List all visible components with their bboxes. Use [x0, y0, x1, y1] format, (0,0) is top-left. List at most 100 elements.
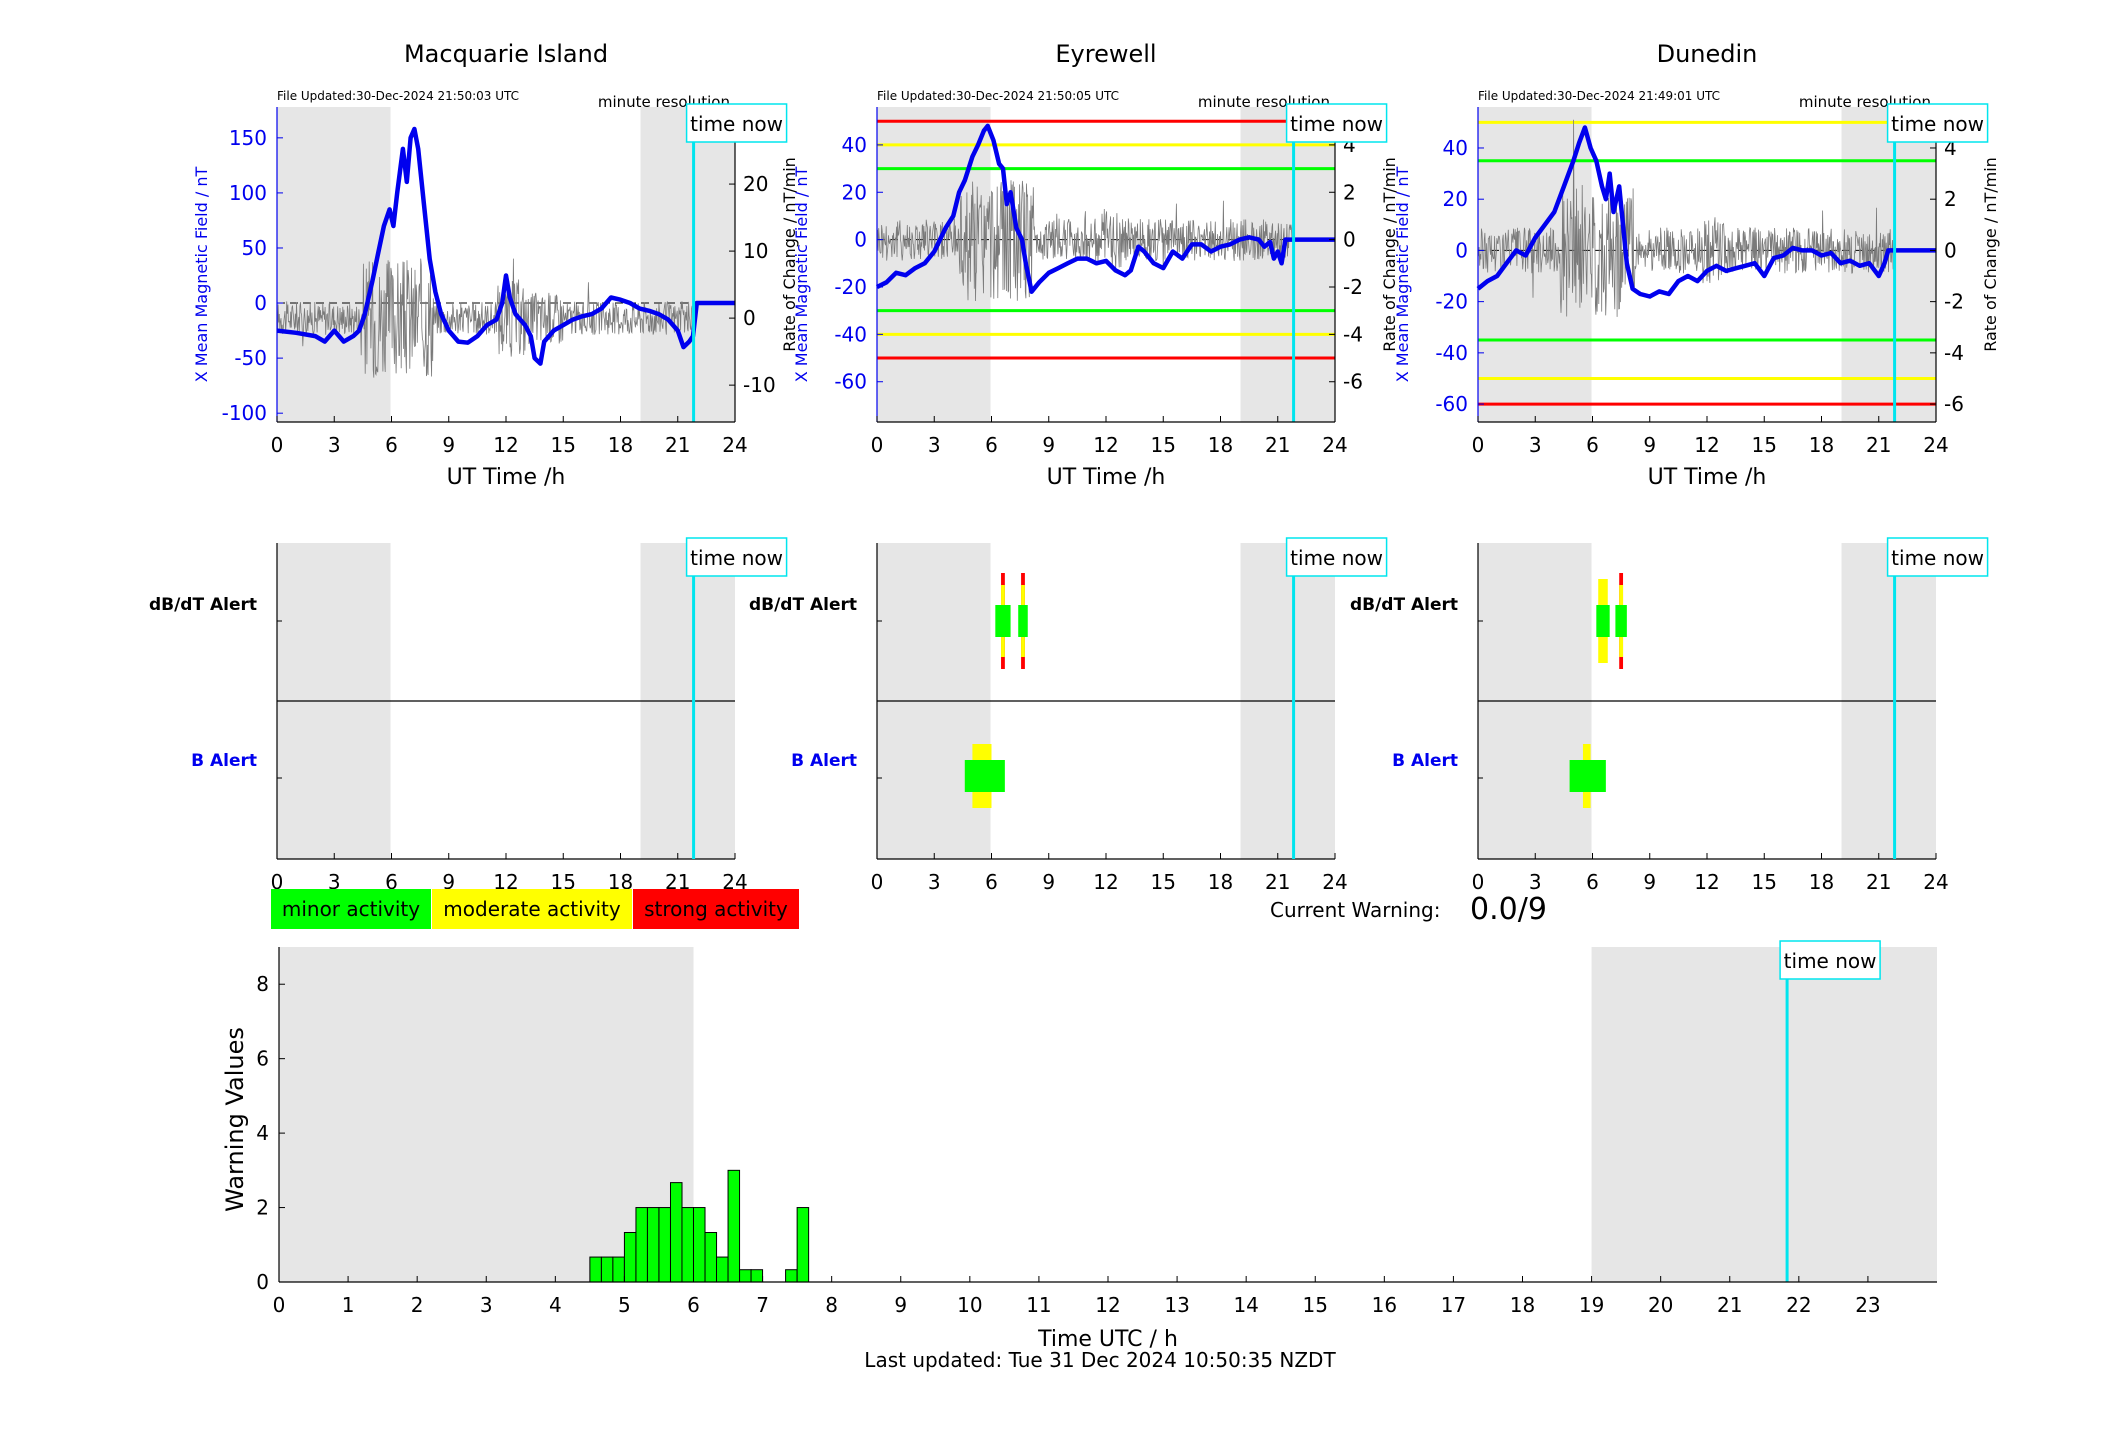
x-tick-label: 24 — [1322, 433, 1347, 457]
station-title: Macquarie Island — [404, 40, 608, 68]
warning-bar — [796, 1207, 810, 1283]
alert-panel-1 — [876, 543, 1336, 860]
y-tick-label-right: -6 — [1343, 370, 1363, 394]
warning-bar — [612, 1256, 625, 1283]
x-tick-label: 10 — [957, 1293, 982, 1317]
time-now-box — [1779, 940, 1881, 980]
current-warning-value: 0.0/9 — [1470, 892, 1547, 927]
warning-bar — [750, 1269, 764, 1283]
last-updated: Last updated: Tue 31 Dec 2024 10:50:35 N… — [864, 1348, 1336, 1372]
x-tick-label: 21 — [665, 433, 690, 457]
x-tick-label: 1 — [342, 1293, 355, 1317]
file-updated: File Updated:30-Dec-2024 21:50:03 UTC — [277, 89, 519, 103]
legend-label: strong activity — [644, 897, 788, 921]
warning-chart — [278, 947, 1937, 1283]
y-tick-label-left: 0 — [854, 228, 867, 252]
rate-of-change-trace — [276, 258, 693, 378]
time-now-label: time now — [1891, 112, 1984, 136]
x-tick-label: 3 — [928, 433, 941, 457]
x-axis-label: UT Time /h — [447, 465, 566, 490]
x-tick-label: 9 — [1643, 433, 1656, 457]
alert-x-tick-label: 6 — [985, 870, 998, 894]
y-axis-label-left: X Mean Magnetic Field / nT — [192, 167, 211, 383]
y-tick-label-right: 2 — [1944, 187, 1957, 211]
warning-bar — [646, 1207, 660, 1283]
time-now-tag: time now — [1285, 103, 1388, 143]
x-field-line — [276, 126, 735, 366]
x-tick-label: 2 — [411, 1293, 424, 1317]
y-axis-label: Warning Values — [221, 1027, 249, 1212]
time-now-label: time now — [1290, 112, 1383, 136]
x-tick-label: 0 — [271, 433, 284, 457]
x-tick-label: 19 — [1579, 1293, 1604, 1317]
alert-x-tick-label: 18 — [1208, 870, 1233, 894]
y-tick-label: 4 — [256, 1121, 269, 1145]
x-tick-label: 18 — [1510, 1293, 1535, 1317]
b-alert-label: B Alert — [191, 751, 257, 771]
y-tick-label: 2 — [256, 1196, 269, 1220]
b-alert-label: B Alert — [1392, 751, 1458, 771]
x-tick-label: 15 — [1752, 433, 1777, 457]
x-tick-label: 6 — [985, 433, 998, 457]
x-tick-label: 8 — [825, 1293, 838, 1317]
time-now-label: time now — [1290, 546, 1383, 570]
time-now-tag: time now — [685, 103, 788, 143]
x-tick-label: 21 — [1717, 1293, 1742, 1317]
y-tick-label-right: 0 — [743, 306, 756, 330]
alert-x-tick-label: 18 — [1809, 870, 1834, 894]
alert-x-tick-label: 9 — [1042, 870, 1055, 894]
y-axis-label-right: Rate of Change / nT/min — [780, 157, 799, 352]
x-tick-label: 3 — [1529, 433, 1542, 457]
x-tick-label: 21 — [1265, 433, 1290, 457]
x-tick-label: 3 — [480, 1293, 493, 1317]
y-tick-label-left: 0 — [1455, 238, 1468, 262]
y-tick-label-left: -100 — [222, 401, 267, 425]
warning-bar — [589, 1256, 602, 1283]
dbdt-alert-minor — [1596, 605, 1610, 637]
x-tick-label: 4 — [549, 1293, 562, 1317]
x-tick-label: 15 — [1303, 1293, 1328, 1317]
night-shading — [279, 947, 694, 1282]
y-tick-label-left: 150 — [229, 126, 267, 150]
legend-swatch — [271, 889, 431, 929]
alert-x-tick-label: 3 — [328, 870, 341, 894]
time-now-tag: time now — [1285, 537, 1388, 577]
x-tick-label: 15 — [551, 433, 576, 457]
alert-x-tick-label: 24 — [1322, 870, 1347, 894]
time-now-box — [1285, 103, 1388, 143]
station-title: Eyrewell — [1055, 40, 1156, 68]
warning-bar — [635, 1207, 648, 1283]
dbdt-alert-label: dB/dT Alert — [149, 595, 257, 615]
dbdt-alert-label: dB/dT Alert — [749, 595, 857, 615]
x-tick-label: 11 — [1026, 1293, 1051, 1317]
legend-swatch — [432, 889, 632, 929]
y-tick-label: 8 — [256, 972, 269, 996]
time-now-tag: time now — [1886, 537, 1989, 577]
y-tick-label-left: 50 — [242, 236, 267, 260]
dbdt-alert-minor — [1615, 605, 1627, 637]
warning-bar — [623, 1231, 637, 1283]
y-tick-label-left: -20 — [1435, 290, 1468, 314]
time-now-box — [685, 103, 788, 143]
rate-of-change-trace — [1477, 119, 1894, 317]
alert-x-tick-label: 15 — [1752, 870, 1777, 894]
x-tick-label: 23 — [1855, 1293, 1880, 1317]
alert-x-tick-label: 9 — [442, 870, 455, 894]
x-tick-label: 17 — [1441, 1293, 1466, 1317]
legend-label: moderate activity — [443, 897, 621, 921]
time-now-tag: time now — [1779, 940, 1881, 980]
b-alert-minor — [1569, 760, 1606, 792]
y-tick-label-right: 0 — [1944, 238, 1957, 262]
warning-bar — [716, 1256, 729, 1283]
field-plot-1 — [876, 107, 1336, 423]
night-shading — [1591, 947, 1937, 1282]
alert-x-tick-label: 12 — [1093, 870, 1118, 894]
warning-bar — [727, 1169, 741, 1283]
y-tick-label-right: -2 — [1343, 275, 1363, 299]
x-tick-label: 12 — [493, 433, 518, 457]
y-tick-label-left: 100 — [229, 181, 267, 205]
time-now-tag: time now — [1886, 103, 1989, 143]
x-tick-label: 14 — [1233, 1293, 1258, 1317]
time-now-label: time now — [690, 546, 783, 570]
current-warning-label: Current Warning: — [1270, 898, 1440, 922]
